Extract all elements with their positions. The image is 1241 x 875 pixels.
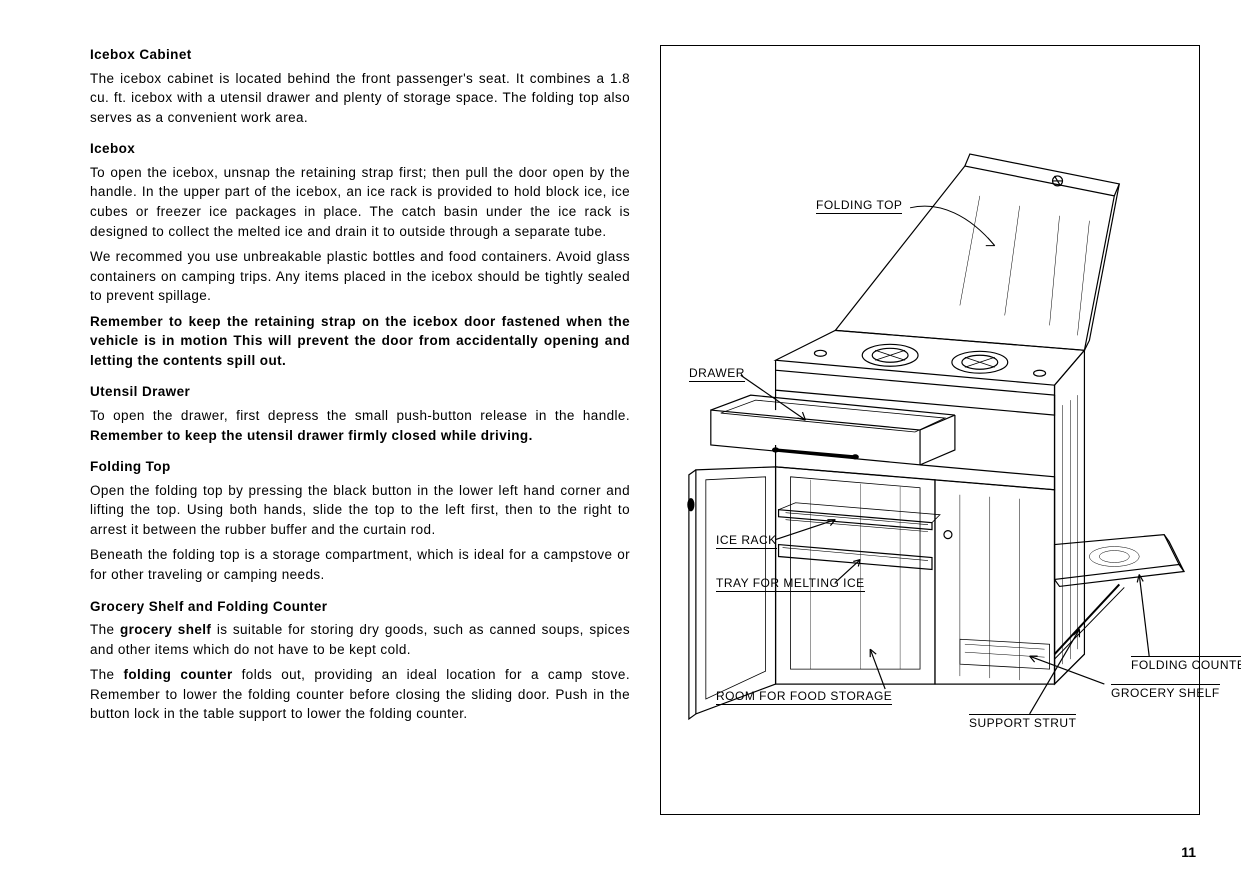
para-grocery-shelf: The grocery shelf is suitable for storin… xyxy=(90,620,630,659)
text-column: Icebox Cabinet The icebox cabinet is loc… xyxy=(90,45,630,845)
para-utensil-bold: Remember to keep the utensil drawer firm… xyxy=(90,428,533,443)
label-tray: TRAY FOR MELTING ICE xyxy=(716,576,865,592)
para-folding-top-2: Beneath the folding top is a storage com… xyxy=(90,545,630,584)
para-icebox-2: We recommed you use unbreakable plastic … xyxy=(90,247,630,306)
label-grocery-shelf: GROCERY SHELF xyxy=(1111,684,1220,700)
heading-utensil-drawer: Utensil Drawer xyxy=(90,382,630,402)
heading-icebox-cabinet: Icebox Cabinet xyxy=(90,45,630,65)
para-counter-bold: folding counter xyxy=(124,667,233,682)
para-icebox-1: To open the icebox, unsnap the retaining… xyxy=(90,163,630,241)
label-drawer: DRAWER xyxy=(689,366,745,382)
label-folding-top: FOLDING TOP xyxy=(816,198,902,214)
heading-grocery-shelf: Grocery Shelf and Folding Counter xyxy=(90,597,630,617)
para-icebox-cabinet: The icebox cabinet is located behind the… xyxy=(90,69,630,128)
para-folding-top-1: Open the folding top by pressing the bla… xyxy=(90,481,630,540)
para-counter-prefix: The xyxy=(90,667,124,682)
label-room: ROOM FOR FOOD STORAGE xyxy=(716,689,892,705)
para-folding-counter: The folding counter folds out, providing… xyxy=(90,665,630,724)
para-utensil-prefix: To open the drawer, first depress the sm… xyxy=(90,408,630,423)
label-support-strut: SUPPORT STRUT xyxy=(969,714,1076,730)
figure-column: FOLDING TOP DRAWER ICE RACK TRAY FOR MEL… xyxy=(660,45,1201,845)
heading-icebox: Icebox xyxy=(90,139,630,159)
page-container: Icebox Cabinet The icebox cabinet is loc… xyxy=(90,45,1201,845)
label-ice-rack: ICE RACK xyxy=(716,533,777,549)
heading-folding-top: Folding Top xyxy=(90,457,630,477)
figure-box: FOLDING TOP DRAWER ICE RACK TRAY FOR MEL… xyxy=(660,45,1200,815)
para-utensil-drawer: To open the drawer, first depress the sm… xyxy=(90,406,630,445)
page-number: 11 xyxy=(1181,844,1196,860)
para-grocery-bold: grocery shelf xyxy=(120,622,211,637)
para-grocery-prefix: The xyxy=(90,622,120,637)
para-icebox-3-bold: Remember to keep the retaining strap on … xyxy=(90,312,630,371)
label-folding-counter: FOLDING COUNTER xyxy=(1131,656,1241,672)
